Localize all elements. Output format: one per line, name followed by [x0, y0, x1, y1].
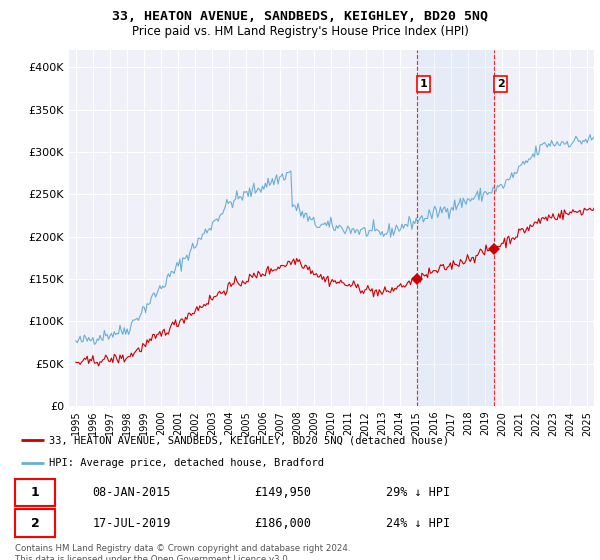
Text: 2: 2: [497, 80, 505, 89]
Text: 29% ↓ HPI: 29% ↓ HPI: [386, 486, 451, 499]
Text: 33, HEATON AVENUE, SANDBEDS, KEIGHLEY, BD20 5NQ: 33, HEATON AVENUE, SANDBEDS, KEIGHLEY, B…: [112, 10, 488, 23]
Text: 1: 1: [420, 80, 428, 89]
Text: Price paid vs. HM Land Registry's House Price Index (HPI): Price paid vs. HM Land Registry's House …: [131, 25, 469, 38]
Text: 08-JAN-2015: 08-JAN-2015: [92, 486, 171, 499]
Text: HPI: Average price, detached house, Bradford: HPI: Average price, detached house, Brad…: [49, 458, 325, 468]
FancyBboxPatch shape: [15, 479, 55, 506]
Bar: [418, 50, 494, 406]
Text: £186,000: £186,000: [254, 517, 311, 530]
FancyBboxPatch shape: [15, 510, 55, 537]
Text: 1: 1: [31, 486, 40, 499]
Text: Contains HM Land Registry data © Crown copyright and database right 2024.
This d: Contains HM Land Registry data © Crown c…: [15, 544, 350, 560]
Text: 33, HEATON AVENUE, SANDBEDS, KEIGHLEY, BD20 5NQ (detached house): 33, HEATON AVENUE, SANDBEDS, KEIGHLEY, B…: [49, 436, 449, 445]
Text: 17-JUL-2019: 17-JUL-2019: [92, 517, 171, 530]
Text: 24% ↓ HPI: 24% ↓ HPI: [386, 517, 451, 530]
Text: £149,950: £149,950: [254, 486, 311, 499]
Text: 2: 2: [31, 517, 40, 530]
